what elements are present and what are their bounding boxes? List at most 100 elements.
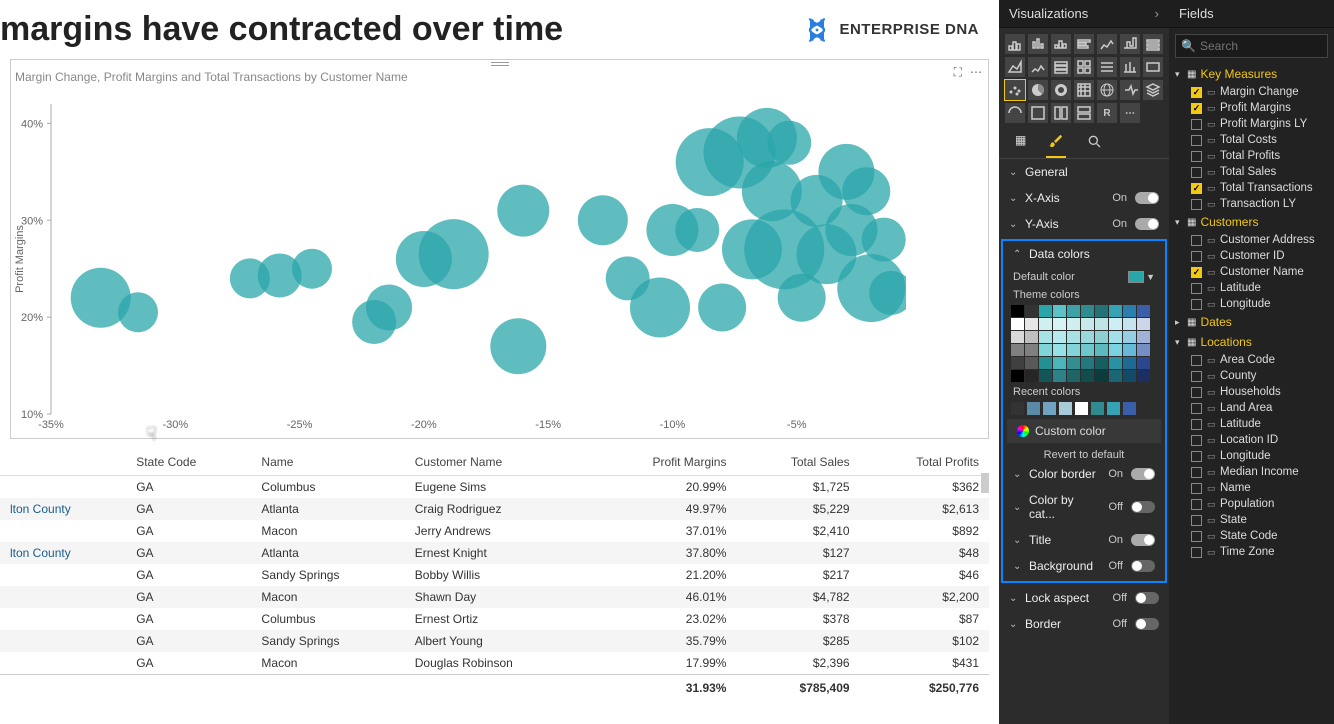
table-row[interactable]: GAMaconShawn Day46.01%$4,782$2,200 (0, 586, 989, 608)
viz-type-item[interactable] (1028, 57, 1048, 77)
theme-color[interactable] (1123, 331, 1136, 343)
format-y-axis[interactable]: ⌄Y-AxisOn (999, 211, 1169, 237)
column-header[interactable]: Profit Margins (589, 449, 736, 476)
theme-color[interactable] (1011, 305, 1024, 317)
recent-color[interactable] (1075, 402, 1088, 415)
field-item[interactable]: ▭Customer Name (1169, 264, 1334, 280)
viz-type-item[interactable] (1143, 80, 1163, 100)
viz-type-item[interactable] (1120, 57, 1140, 77)
viz-type-item[interactable] (1074, 34, 1094, 54)
theme-color[interactable] (1109, 318, 1122, 330)
field-item[interactable]: ▭Latitude (1169, 280, 1334, 296)
theme-color[interactable] (1081, 305, 1094, 317)
theme-color[interactable] (1025, 357, 1038, 369)
recent-color[interactable] (1059, 402, 1072, 415)
theme-color[interactable] (1137, 331, 1150, 343)
theme-color[interactable] (1039, 344, 1052, 356)
checkbox[interactable] (1191, 419, 1202, 430)
theme-color[interactable] (1053, 344, 1066, 356)
viz-type-item[interactable] (1051, 34, 1071, 54)
checkbox[interactable] (1191, 483, 1202, 494)
theme-color[interactable] (1081, 318, 1094, 330)
format-tab-icon[interactable] (1046, 129, 1066, 158)
checkbox[interactable] (1191, 251, 1202, 262)
checkbox[interactable] (1191, 151, 1202, 162)
table-row[interactable]: GAColumbusEugene Sims20.99%$1,725$362 (0, 476, 989, 499)
theme-color[interactable] (1095, 344, 1108, 356)
field-item[interactable]: ▭Location ID (1169, 432, 1334, 448)
toggle[interactable] (1131, 501, 1155, 513)
field-item[interactable]: ▭State (1169, 512, 1334, 528)
theme-color[interactable] (1039, 331, 1052, 343)
column-header[interactable]: State Code (126, 449, 251, 476)
field-item[interactable]: ▭Profit Margins LY (1169, 116, 1334, 132)
theme-color[interactable] (1095, 370, 1108, 382)
checkbox[interactable] (1191, 299, 1202, 310)
theme-color[interactable] (1081, 357, 1094, 369)
theme-color[interactable] (1053, 370, 1066, 382)
checkbox[interactable] (1191, 547, 1202, 558)
viz-type-item[interactable] (1120, 80, 1140, 100)
theme-color[interactable] (1053, 357, 1066, 369)
checkbox[interactable] (1191, 283, 1202, 294)
field-item[interactable]: ▭Total Sales (1169, 164, 1334, 180)
theme-color[interactable] (1067, 370, 1080, 382)
viz-type-item[interactable] (1120, 34, 1140, 54)
custom-color-button[interactable]: Custom color (1007, 419, 1161, 443)
viz-type-item[interactable] (1028, 103, 1048, 123)
toggle[interactable] (1131, 560, 1155, 572)
theme-color[interactable] (1011, 344, 1024, 356)
checkbox[interactable] (1191, 267, 1202, 278)
theme-color[interactable] (1067, 357, 1080, 369)
viz-type-item[interactable]: ⋯ (1120, 103, 1140, 123)
theme-color[interactable] (1039, 357, 1052, 369)
analytics-tab-icon[interactable] (1084, 129, 1104, 158)
field-item[interactable]: ▭Longitude (1169, 296, 1334, 312)
focus-mode-icon[interactable]: ⛶ (954, 65, 962, 80)
format-background[interactable]: ⌄BackgroundOff (1003, 553, 1165, 579)
viz-type-item[interactable] (1005, 57, 1025, 77)
viz-type-item[interactable] (1074, 80, 1094, 100)
scrollbar[interactable] (981, 473, 989, 493)
theme-color[interactable] (1067, 331, 1080, 343)
format-color-by-cat[interactable]: ⌄Color by cat...Off (1003, 487, 1165, 527)
field-item[interactable]: ▭State Code (1169, 528, 1334, 544)
field-item[interactable]: ▭Population (1169, 496, 1334, 512)
recent-color[interactable] (1043, 402, 1056, 415)
collapse-icon[interactable]: › (1155, 6, 1159, 21)
table-row[interactable]: GAMaconDouglas Robinson17.99%$2,396$431 (0, 652, 989, 675)
field-table[interactable]: ▾▦Locations (1169, 332, 1334, 352)
field-table[interactable]: ▸▦Dates (1169, 312, 1334, 332)
viz-type-item[interactable] (1028, 80, 1048, 100)
field-item[interactable]: ▭Latitude (1169, 416, 1334, 432)
toggle[interactable] (1135, 618, 1159, 630)
checkbox[interactable] (1191, 515, 1202, 526)
theme-color[interactable] (1123, 318, 1136, 330)
table-row[interactable]: lton CountyGAAtlantaCraig Rodriguez49.97… (0, 498, 989, 520)
viz-type-item[interactable] (1051, 103, 1071, 123)
viz-type-item[interactable] (1005, 34, 1025, 54)
column-header[interactable]: Customer Name (405, 449, 590, 476)
data-table[interactable]: State CodeNameCustomer NameProfit Margin… (0, 449, 989, 699)
field-item[interactable]: ▭Median Income (1169, 464, 1334, 480)
theme-color[interactable] (1109, 331, 1122, 343)
viz-type-item[interactable] (1074, 57, 1094, 77)
toggle[interactable] (1135, 218, 1159, 230)
theme-color[interactable] (1025, 344, 1038, 356)
viz-type-item[interactable] (1005, 80, 1025, 100)
toggle[interactable] (1131, 468, 1155, 480)
theme-color[interactable] (1095, 305, 1108, 317)
table-row[interactable]: GASandy SpringsAlbert Young35.79%$285$10… (0, 630, 989, 652)
field-item[interactable]: ▭Customer ID (1169, 248, 1334, 264)
theme-color[interactable] (1081, 331, 1094, 343)
checkbox[interactable] (1191, 235, 1202, 246)
theme-color[interactable] (1039, 370, 1052, 382)
more-options-icon[interactable]: ⋯ (970, 65, 982, 80)
field-table[interactable]: ▾▦Key Measures (1169, 64, 1334, 84)
field-item[interactable]: ▭Customer Address (1169, 232, 1334, 248)
field-item[interactable]: ▭Total Profits (1169, 148, 1334, 164)
field-item[interactable]: ▭Name (1169, 480, 1334, 496)
theme-color[interactable] (1039, 318, 1052, 330)
format-title[interactable]: ⌄TitleOn (1003, 527, 1165, 553)
checkbox[interactable] (1191, 531, 1202, 542)
